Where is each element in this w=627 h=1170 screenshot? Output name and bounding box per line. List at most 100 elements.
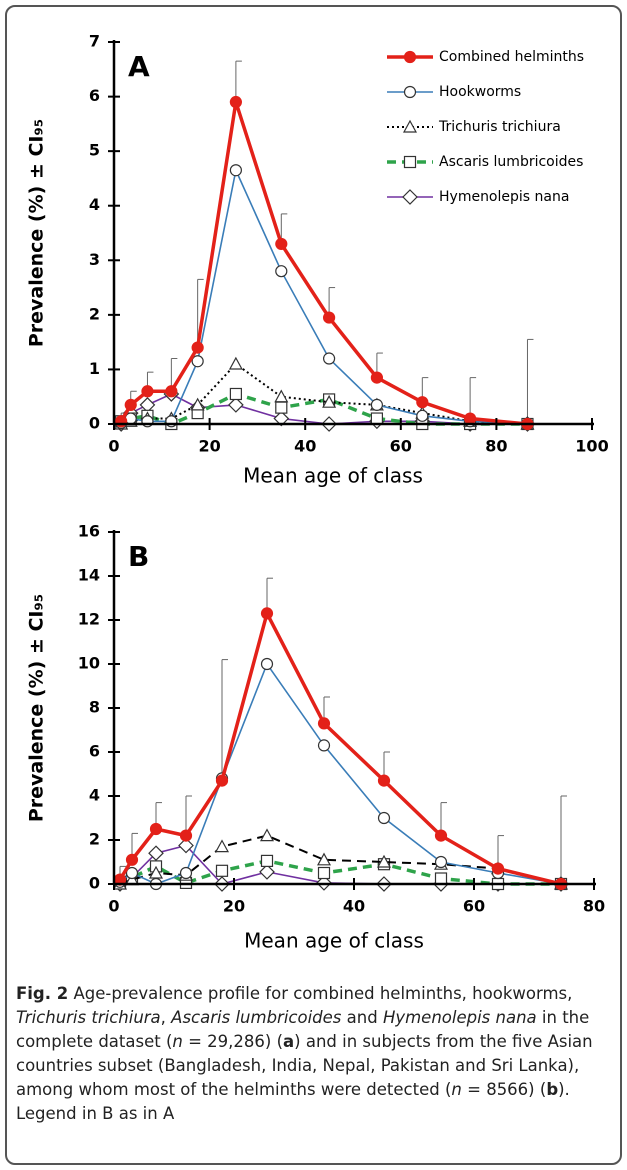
y-tick-label: 4	[89, 786, 100, 805]
marker	[229, 164, 242, 177]
caption-text: = 29,286) (	[182, 1032, 284, 1051]
marker	[259, 828, 275, 842]
marker	[260, 657, 274, 671]
x-axis-label: Mean age of class	[243, 464, 423, 488]
marker	[464, 412, 477, 425]
y-axis-label: Prevalence (%) ± CI₉₅	[26, 594, 48, 822]
marker	[376, 854, 392, 868]
marker	[165, 385, 178, 398]
x-tick-label: 40	[294, 437, 316, 456]
legend-marker	[403, 85, 417, 99]
caption-italic: Trichuris trichiura	[16, 1008, 161, 1027]
x-tick-label: 80	[485, 437, 507, 456]
y-tick-label: 16	[78, 522, 100, 541]
y-tick-label: 4	[89, 195, 100, 214]
marker	[370, 371, 383, 384]
caption-bold: b	[546, 1080, 559, 1099]
marker	[125, 853, 139, 866]
x-tick-label: 60	[463, 897, 485, 916]
caption-text: Age-prevalence profile for combined helm…	[68, 984, 573, 1003]
x-tick-label: 80	[583, 897, 605, 916]
y-tick-label: 0	[89, 874, 100, 893]
figure: 0 1 2 3 4 5 6 7 0 20 40 60 80 100 Mean age of class Pre…	[5, 5, 622, 1165]
legend-label: Ascaris lumbricoides	[439, 154, 583, 170]
y-tick-label: 2	[89, 304, 100, 323]
legend-label: Combined helminths	[439, 49, 584, 65]
marker	[149, 822, 163, 836]
marker	[491, 862, 505, 875]
caption-text: and	[341, 1008, 383, 1027]
caption-text: in the complete dataset (	[16, 1008, 590, 1051]
marker	[317, 717, 331, 730]
marker	[124, 398, 137, 411]
x-tick-label: 60	[390, 437, 412, 456]
x-tick-label: 100	[575, 437, 608, 456]
marker	[370, 412, 383, 425]
marker	[260, 607, 274, 620]
marker	[377, 811, 391, 825]
y-tick-label: 1	[89, 359, 100, 378]
marker	[377, 774, 391, 787]
x-axis-label: Mean age of class	[244, 929, 424, 953]
series-line	[120, 167, 528, 425]
marker	[148, 845, 164, 862]
marker	[316, 852, 332, 866]
y-tick-label: 8	[89, 698, 100, 717]
marker	[273, 410, 290, 427]
marker	[274, 389, 289, 403]
fig-label: Fig. 2	[16, 984, 69, 1003]
y-tick-label: 3	[89, 250, 100, 269]
series-line	[119, 101, 528, 426]
marker	[191, 355, 204, 368]
panel-label: B	[128, 540, 149, 573]
marker	[190, 397, 205, 411]
marker	[229, 387, 242, 401]
y-tick-label: 14	[78, 566, 100, 585]
legend-marker	[402, 119, 418, 133]
marker	[125, 866, 139, 880]
y-tick-label: 7	[89, 32, 100, 51]
marker	[228, 356, 243, 370]
caption-text: ) and in subjects from the five Asian co…	[16, 1032, 593, 1099]
marker	[215, 864, 229, 877]
caption-italic: n	[451, 1080, 462, 1099]
marker	[434, 872, 448, 885]
marker	[229, 95, 242, 109]
marker	[416, 396, 429, 409]
x-tick-label: 20	[223, 897, 245, 916]
marker	[179, 829, 193, 842]
marker	[179, 866, 193, 880]
y-tick-label: 6	[89, 742, 100, 761]
legend-label: Hymenolepis nana	[439, 189, 569, 205]
marker	[322, 394, 337, 408]
marker	[317, 866, 331, 880]
marker	[323, 352, 336, 365]
marker	[141, 385, 154, 398]
marker	[370, 398, 383, 411]
marker	[259, 864, 275, 880]
x-tick-label: 20	[198, 437, 220, 456]
marker	[434, 829, 448, 842]
marker	[191, 341, 204, 354]
marker	[260, 854, 274, 868]
panel-label: A	[128, 50, 150, 83]
marker	[178, 837, 194, 854]
x-tick-label: 0	[108, 897, 119, 916]
legend-marker	[403, 50, 417, 64]
y-tick-label: 5	[89, 141, 100, 160]
marker	[434, 855, 448, 869]
caption-bold: a	[283, 1032, 295, 1051]
legend-label: Hookworms	[439, 84, 521, 100]
legend-marker	[403, 155, 417, 169]
y-tick-label: 0	[89, 414, 100, 433]
caption: Fig. 2 Age-prevalence profile for combin…	[16, 982, 606, 1126]
marker	[275, 401, 288, 414]
marker	[275, 237, 288, 251]
caption-text: = 8566) (	[461, 1080, 547, 1099]
plot	[113, 60, 536, 432]
marker	[214, 839, 230, 853]
marker	[215, 774, 229, 787]
y-tick-label: 12	[78, 610, 100, 629]
marker	[323, 311, 336, 324]
